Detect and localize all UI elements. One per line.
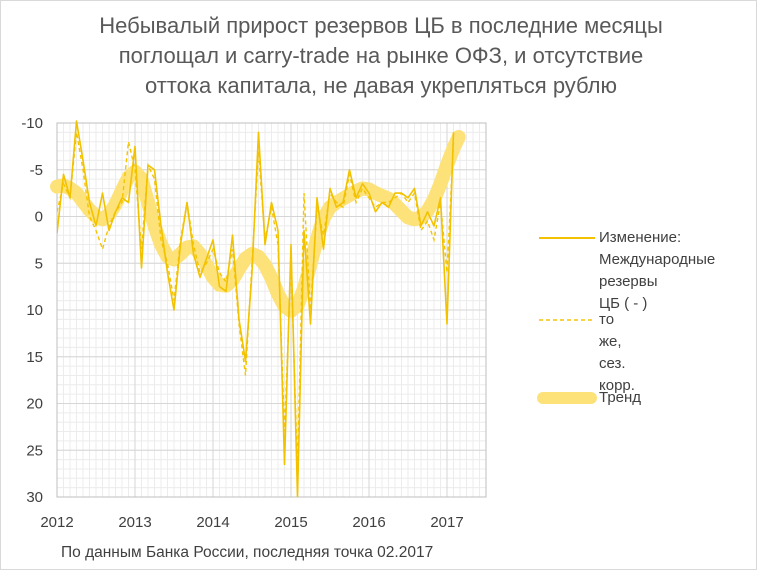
- y-tick-label: -10: [21, 115, 43, 132]
- y-tick-label: 15: [26, 349, 43, 366]
- legend-label-raw-3: резервы ЦБ ( - ): [599, 273, 658, 312]
- chart-title-line-1: Небывалый прирост резервов ЦБ в последни…: [99, 13, 663, 38]
- y-tick-label: 25: [26, 442, 43, 459]
- legend-label-raw-1: Изменение:: [599, 229, 682, 246]
- y-tick-label: 0: [35, 209, 43, 226]
- legend-swatch-raw: [539, 237, 595, 239]
- x-tick-label: 2015: [274, 514, 307, 531]
- y-tick-label: 10: [26, 302, 43, 319]
- grid: [56, 122, 487, 498]
- chart-title-line-2: поглощал и carry-trade на рынке ОФЗ, и о…: [118, 43, 644, 68]
- x-tick-label: 2016: [352, 514, 385, 531]
- legend-label-raw-2: Международные: [599, 251, 716, 268]
- y-tick-label: 20: [26, 396, 43, 413]
- series-raw-line: [57, 120, 455, 497]
- legend-label-sa: то же, сез. корр.: [599, 311, 635, 394]
- y-tick-label: 5: [35, 255, 43, 272]
- chart-title-line-3: оттока капитала, не давая укрепляться ру…: [144, 73, 618, 98]
- series-trend-line: [50, 130, 466, 318]
- y-tick-label: -5: [30, 162, 43, 179]
- source-footnote: По данным Банка России, последняя точка …: [61, 544, 434, 561]
- legend-swatch-sa: [539, 319, 595, 321]
- chart-title: Небывалый прирост резервов ЦБ в последни…: [41, 11, 721, 101]
- y-tick-label: 30: [26, 489, 43, 506]
- y-axis-ticks: -10 -5 0 5 10 15 20 25 30: [21, 115, 43, 506]
- series-layer: [50, 120, 466, 497]
- x-tick-label: 2014: [196, 514, 229, 531]
- x-axis-ticks: 2012 2013 2014 2015 2016 2017: [40, 514, 463, 531]
- legend-swatch-trend: [537, 392, 597, 404]
- plot-border: [56, 122, 487, 498]
- axes: [56, 122, 487, 498]
- legend-label-trend: Тренд: [599, 389, 642, 406]
- x-tick-label: 2012: [40, 514, 73, 531]
- x-tick-label: 2013: [118, 514, 151, 531]
- x-tick-label: 2017: [430, 514, 463, 531]
